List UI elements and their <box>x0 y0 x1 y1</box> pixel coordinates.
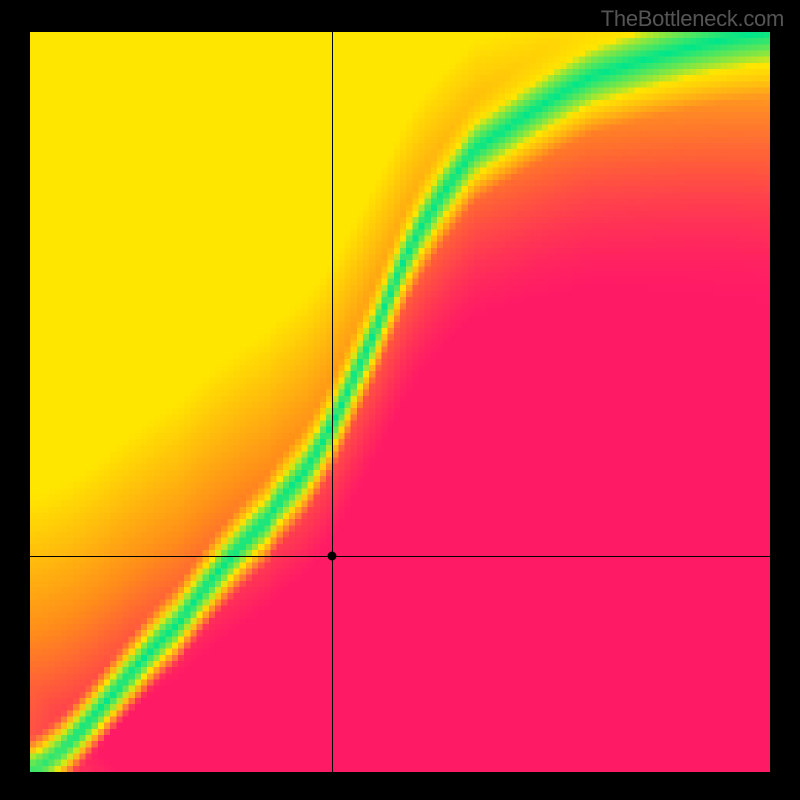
crosshair-vertical <box>332 32 333 772</box>
heatmap-plot <box>30 32 770 772</box>
crosshair-horizontal <box>30 556 770 557</box>
heatmap-canvas <box>30 32 770 772</box>
watermark-text: TheBottleneck.com <box>601 6 784 32</box>
marker-dot <box>327 551 336 560</box>
